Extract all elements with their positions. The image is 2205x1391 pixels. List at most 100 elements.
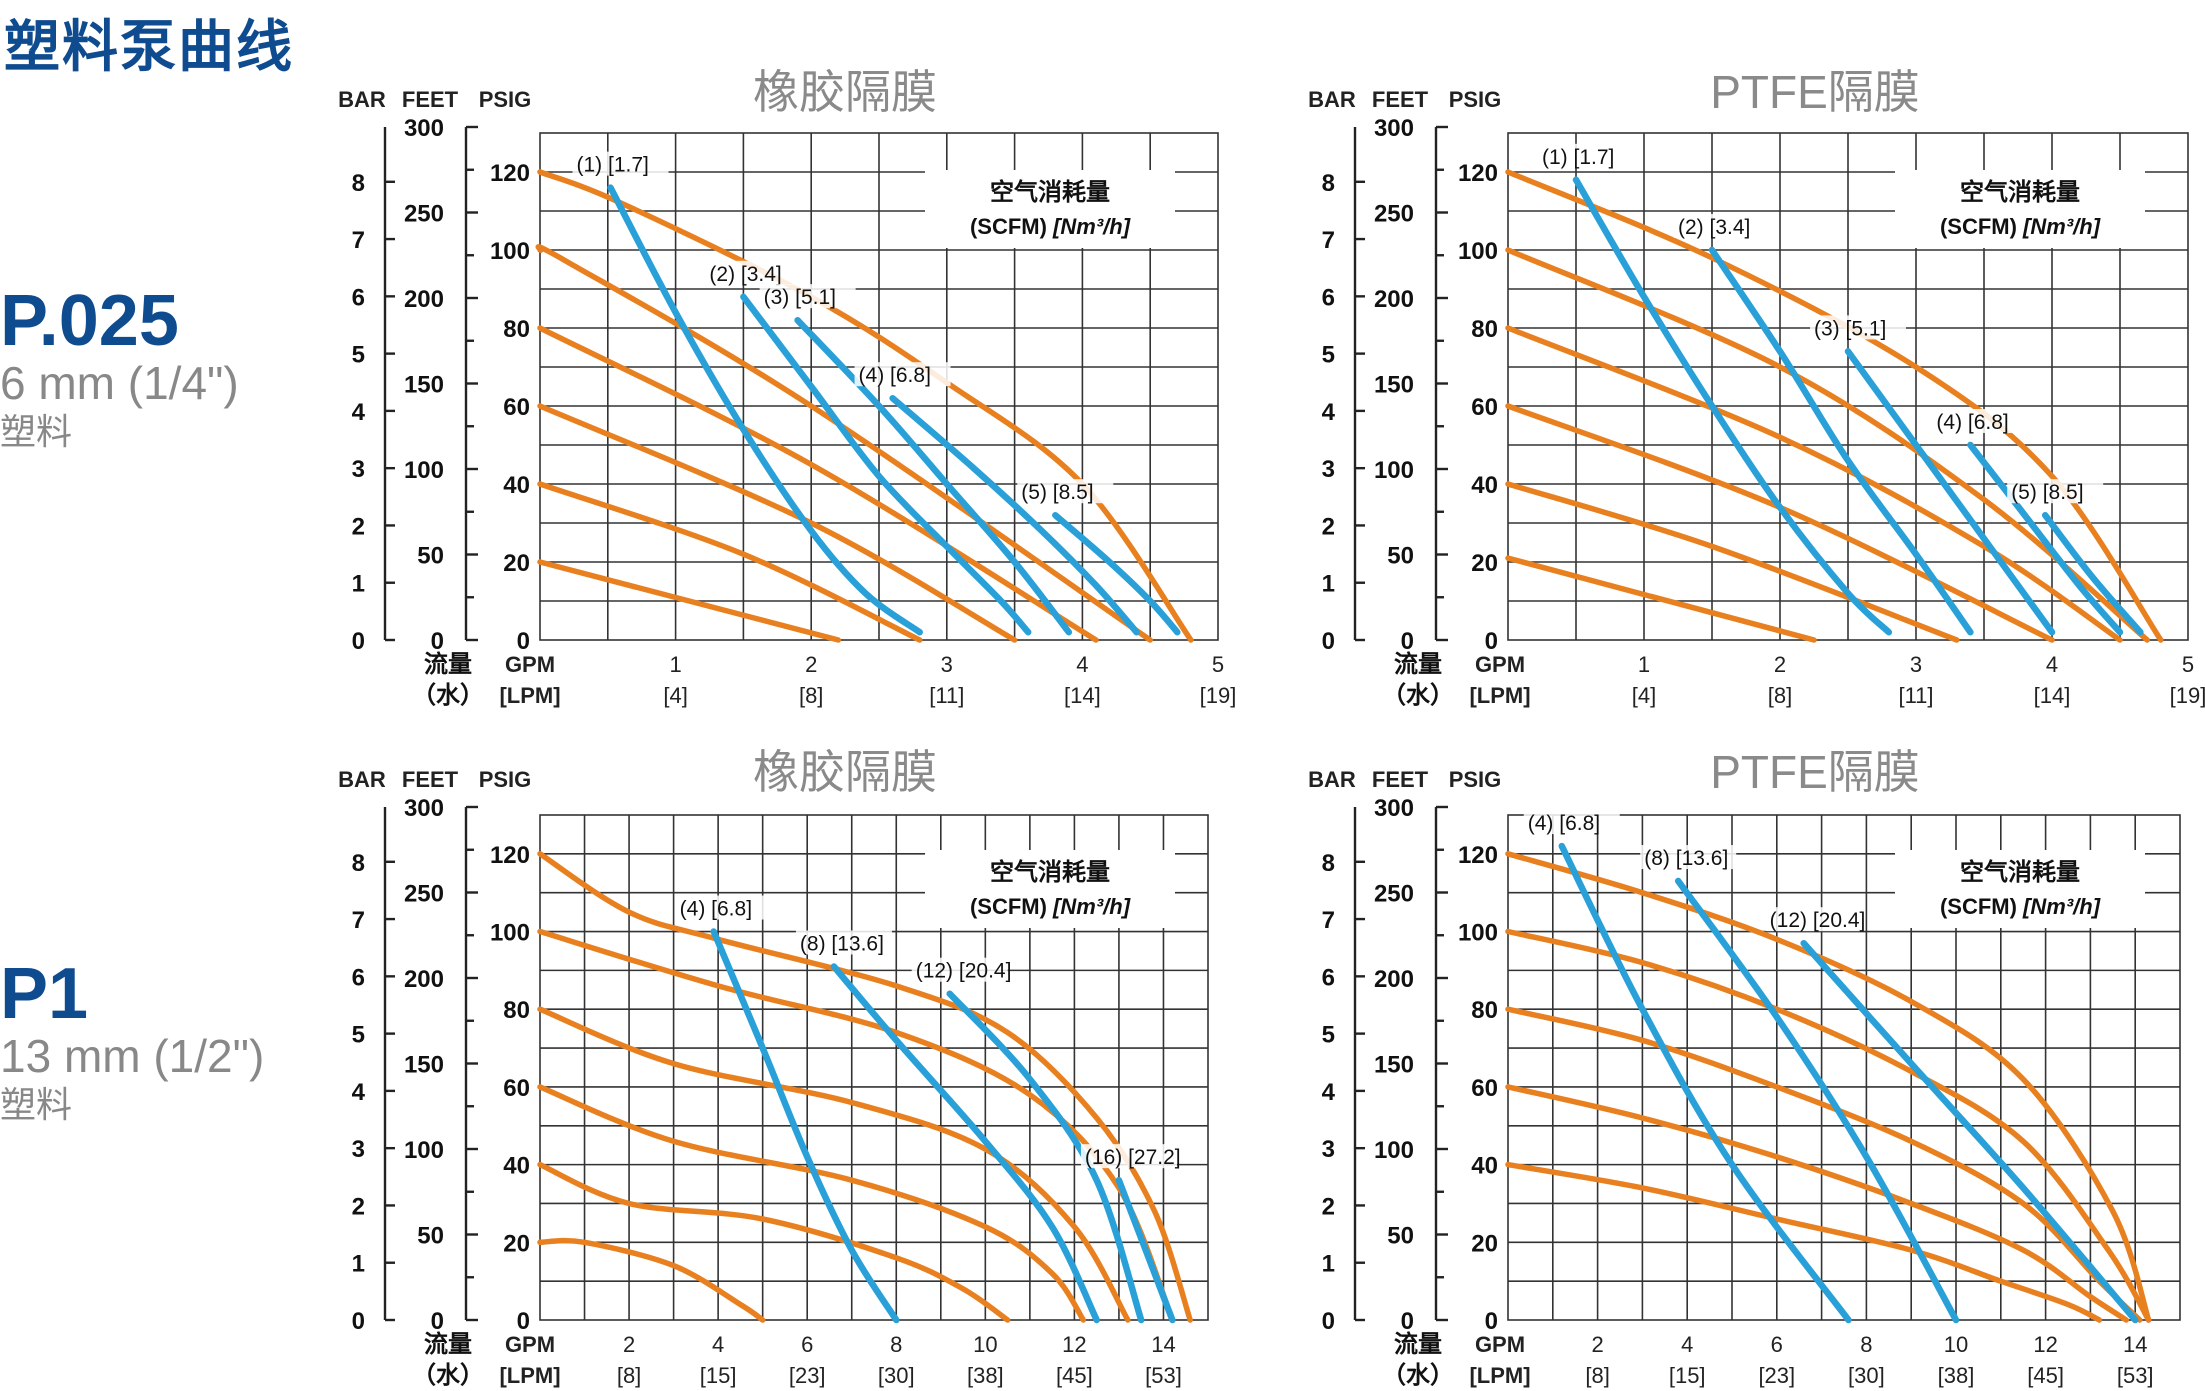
air-curve-label: (4) [6.8] <box>859 364 931 387</box>
head-curve-40-psig <box>1505 1161 2103 1323</box>
bar-tick-label: 7 <box>352 907 365 934</box>
feet-tick-label: 250 <box>1374 201 1414 228</box>
head-curve-20-psig <box>537 559 842 643</box>
feet-axis-header: FEET <box>402 87 459 112</box>
gpm-tick-label: 4 <box>1681 1332 1693 1357</box>
air-curve-label-bg <box>2007 479 2104 504</box>
lpm-tick-label: [4] <box>663 683 687 708</box>
feet-tick-label: 150 <box>404 1052 444 1079</box>
legend-title: 空气消耗量 <box>990 858 1110 886</box>
model-name: P1 <box>0 954 89 1034</box>
feet-tick-label: 250 <box>404 201 444 228</box>
bar-tick-label: 1 <box>352 571 365 598</box>
psig-tick-label: 40 <box>1471 472 1498 499</box>
lpm-tick-label: [23] <box>789 1363 826 1388</box>
air-curve <box>1967 441 2124 636</box>
bar-tick-label: 2 <box>1322 1193 1335 1220</box>
chart-title: 橡胶隔膜 <box>753 66 937 118</box>
bar-tick-label: 4 <box>1322 399 1336 426</box>
model-material: 塑料 <box>0 410 73 452</box>
gpm-tick-label: 4 <box>1076 652 1088 677</box>
lpm-tick-label: [30] <box>878 1363 915 1388</box>
psig-tick-label: 20 <box>503 1230 530 1257</box>
bar-tick-label: 8 <box>352 850 365 877</box>
air-curve-label: (4) [6.8] <box>1528 812 1600 835</box>
legend-units: (SCFM) [Nm³/h] <box>970 214 1131 239</box>
psig-tick-label: 20 <box>1471 550 1498 577</box>
gpm-tick-label: 8 <box>1860 1332 1872 1357</box>
air-curve-label: (3) [5.1] <box>764 286 836 309</box>
gpm-tick-label: 14 <box>2123 1332 2147 1357</box>
gpm-axis-header: GPM <box>1475 652 1525 677</box>
feet-tick-label: 50 <box>417 1223 444 1250</box>
gpm-tick-label: 5 <box>2182 652 2194 677</box>
bar-tick-label: 6 <box>352 964 365 991</box>
bar-tick-label: 0 <box>352 1308 365 1335</box>
bar-tick-label: 6 <box>1322 284 1335 311</box>
feet-tick-label: 300 <box>404 115 444 142</box>
air-curve-label-bg <box>1765 907 1862 932</box>
feet-tick-label: 300 <box>1374 795 1414 822</box>
psig-tick-label: 100 <box>1458 920 1498 947</box>
legend-units: (SCFM) [Nm³/h] <box>970 894 1131 919</box>
air-curve <box>1052 511 1181 636</box>
bar-tick-label: 7 <box>1322 907 1335 934</box>
gpm-tick-label: 5 <box>1212 652 1224 677</box>
lpm-tick-label: [11] <box>1898 683 1933 708</box>
left-axes <box>383 805 478 1322</box>
air-curve <box>607 184 923 636</box>
bar-tick-label: 0 <box>352 628 365 655</box>
head-curve-40-psig <box>537 481 923 643</box>
legend-background <box>1895 170 2145 248</box>
lpm-tick-label: [14] <box>1064 683 1101 708</box>
head-curve-100-psig <box>535 244 1153 643</box>
air-consumption-legend: 空气消耗量 (SCFM) [Nm³/h] <box>1895 850 2145 928</box>
air-curve-label-bg <box>1523 810 1620 835</box>
model-block-p1: P1 13 mm (1/2") 塑料 <box>0 958 264 1126</box>
air-curve-label: (12) [20.4] <box>1770 909 1866 932</box>
head-curve-80-psig <box>537 325 1099 643</box>
psig-tick-label: 40 <box>1471 1153 1498 1180</box>
psig-tick-label: 80 <box>1471 316 1498 343</box>
lpm-tick-label: [38] <box>1938 1363 1975 1388</box>
bar-tick-label: 7 <box>352 227 365 254</box>
legend-nm3h: [Nm³/h] <box>1052 894 1131 919</box>
legend-units: (SCFM) [Nm³/h] <box>1940 894 2101 919</box>
psig-axis-header: PSIG <box>479 767 532 792</box>
bar-axis-header: BAR <box>338 767 386 792</box>
bar-tick-label: 0 <box>1322 1308 1335 1335</box>
feet-tick-label: 200 <box>1374 966 1414 993</box>
lpm-tick-label: [15] <box>700 1363 737 1388</box>
psig-tick-label: 100 <box>490 920 530 947</box>
air-curve-label-bg <box>1017 479 1114 504</box>
bar-tick-label: 3 <box>1322 1136 1335 1163</box>
air-curve-label-bg <box>854 362 951 387</box>
gpm-tick-label: 12 <box>1062 1332 1086 1357</box>
head-curve-120-psig <box>1505 169 2164 643</box>
gpm-tick-label: 3 <box>1910 652 1922 677</box>
gpm-tick-label: 2 <box>1774 652 1786 677</box>
head-curve-20-psig <box>1505 555 1817 643</box>
head-curve-120-psig <box>537 851 1193 1323</box>
chart-title: 橡胶隔膜 <box>753 746 937 798</box>
feet-tick-label: 0 <box>431 628 444 655</box>
lpm-tick-label: [53] <box>2117 1363 2154 1388</box>
air-consumption-legend: 空气消耗量 (SCFM) [Nm³/h] <box>1895 170 2145 248</box>
psig-tick-label: 20 <box>1471 1230 1498 1257</box>
feet-tick-label: 300 <box>1374 115 1414 142</box>
air-curve-label: (2) [3.4] <box>709 263 781 286</box>
gpm-tick-label: 6 <box>801 1332 813 1357</box>
lpm-tick-label: [38] <box>967 1363 1004 1388</box>
model-size: 6 mm (1/4") <box>0 357 239 409</box>
gpm-tick-label: 10 <box>973 1332 997 1357</box>
air-curve <box>794 316 1073 636</box>
chart-title: PTFE隔膜 <box>1710 746 1920 798</box>
water-axis-header: （水） <box>412 1362 484 1389</box>
bar-tick-label: 8 <box>352 170 365 197</box>
bar-tick-label: 2 <box>1322 513 1335 540</box>
lpm-tick-label: [14] <box>2034 683 2071 708</box>
bar-tick-label: 7 <box>1322 227 1335 254</box>
lpm-tick-label: [8] <box>1585 1363 1609 1388</box>
